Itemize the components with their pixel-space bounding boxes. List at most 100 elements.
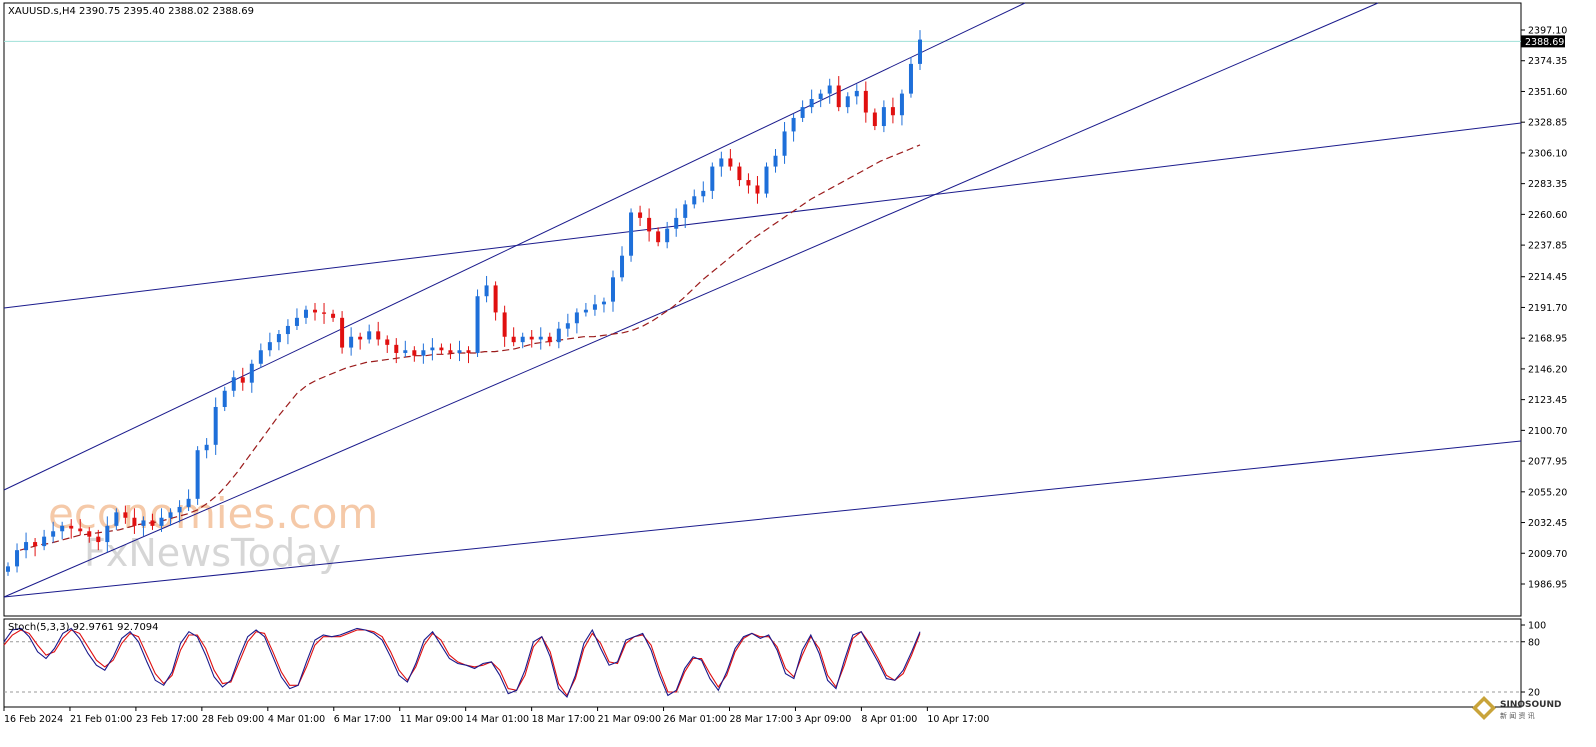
candle-bear (240, 377, 245, 383)
watermark-fxnewstoday: FxNewsToday (84, 531, 341, 575)
candle-bull (764, 166, 769, 194)
time-tick-label: 16 Feb 2024 (4, 714, 63, 725)
time-tick-label: 6 Mar 17:00 (334, 714, 391, 725)
candle-bull (665, 228, 670, 243)
candle-bull (403, 350, 408, 353)
candle-bear (638, 212, 643, 218)
candle-bear (132, 517, 137, 526)
candle-bear (33, 542, 38, 547)
candle-bull (15, 550, 20, 567)
candle-bull (845, 96, 850, 108)
candle-bull (800, 107, 805, 118)
candle-bull (213, 406, 218, 445)
candle-bear (502, 312, 507, 337)
price-tick-label: 2260.60 (1528, 210, 1567, 221)
price-tick-label: 2374.35 (1528, 56, 1567, 67)
candle-bull (827, 85, 832, 94)
logo-tagline: 新 闻 资 讯 (1500, 711, 1535, 720)
upper-channel-line[interactable] (3, 2, 1026, 491)
candle-bear (340, 317, 345, 348)
candle-bull (303, 309, 308, 318)
candle-bear (322, 312, 327, 314)
grid-layer (4, 40, 1521, 693)
candle-bull (601, 301, 606, 305)
lower-channel-line[interactable] (3, 2, 1379, 598)
time-tick-label: 28 Feb 09:00 (202, 714, 264, 725)
price-tick-label: 2191.70 (1528, 303, 1567, 314)
candle-bull (538, 336, 543, 340)
candle-bear (331, 313, 336, 318)
price-tick-label: 2146.20 (1528, 364, 1567, 375)
candle-bull (168, 512, 173, 518)
candle-bull (683, 204, 688, 218)
time-tick-label: 28 Mar 17:00 (729, 714, 792, 725)
candle-bull (105, 525, 110, 543)
moving-average (19, 144, 921, 551)
support-trendline[interactable] (3, 440, 1522, 598)
stochastic-lines (3, 627, 921, 698)
candle-bull (430, 347, 435, 351)
candle-bear (385, 339, 390, 345)
candle-bull (773, 155, 778, 167)
price-axis: 2397.10 2374.35 2351.60 2328.85 2306.10 2283.… (1521, 26, 1567, 591)
candle-bull (629, 212, 634, 256)
price-tick-label: 2306.10 (1528, 148, 1567, 159)
logo-name: SINOSOUND (1500, 700, 1561, 710)
candle-bear (439, 347, 444, 351)
current-price-marker: 2388.69 (1521, 35, 1565, 48)
time-tick-label: 21 Feb 01:00 (70, 714, 132, 725)
time-tick-label: 11 Mar 09:00 (400, 714, 463, 725)
candle-bull (177, 506, 182, 513)
time-tick-label: 26 Mar 01:00 (664, 714, 727, 725)
price-tick-label: 2168.95 (1528, 334, 1567, 345)
price-tick-label: 2328.85 (1528, 118, 1567, 129)
candle-bear (737, 166, 742, 181)
resistance-trendline[interactable] (3, 122, 1522, 309)
candle-bull (114, 512, 119, 526)
candle-bear (313, 309, 318, 313)
candle-bear (511, 336, 516, 343)
candle-bull (267, 342, 272, 351)
moving-average-line (19, 144, 921, 551)
candle-bull (908, 63, 913, 94)
price-tick-label: 2283.35 (1528, 179, 1567, 190)
candle-bear (728, 158, 733, 167)
price-tick-label: 2032.45 (1528, 518, 1567, 529)
candle-bull (710, 166, 715, 191)
stoch-tick-label: 100 (1528, 621, 1546, 632)
candle-bear (746, 180, 751, 186)
candle-bull (809, 99, 814, 108)
candle-bull (610, 277, 615, 302)
stoch-main-line (3, 627, 921, 698)
candle-bull (294, 317, 299, 326)
price-tick-label: 2055.20 (1528, 487, 1567, 498)
candle-bull (249, 363, 254, 383)
stoch-tick-label: 80 (1528, 637, 1540, 648)
price-tick-label: 2009.70 (1528, 549, 1567, 560)
candle-bear (872, 112, 877, 127)
candle-bull (222, 390, 227, 407)
candle-bull (583, 309, 588, 313)
candle-bull (881, 107, 886, 127)
candle-bear (656, 231, 661, 243)
candle-bear (448, 350, 453, 353)
candle-bull (818, 93, 823, 100)
indicator-label: Stoch(5,3,3) 92.9761 92.7094 (8, 622, 159, 633)
price-tick-label: 2237.85 (1528, 241, 1567, 252)
candle-bull (565, 323, 570, 329)
time-tick-label: 4 Mar 01:00 (268, 714, 325, 725)
candle-bull (899, 93, 904, 116)
trendlines (3, 2, 1522, 598)
candle-bull (231, 377, 236, 391)
price-tick-label: 1986.95 (1528, 580, 1567, 591)
candle-bear (69, 525, 74, 529)
candle-bear (376, 331, 381, 340)
indicator-panel-frame (3, 618, 1522, 708)
time-tick-label: 14 Mar 01:00 (466, 714, 529, 725)
candle-bull (159, 517, 164, 526)
candle-bull (782, 131, 787, 156)
time-axis: 16 Feb 2024 21 Feb 01:00 23 Feb 17:00 28 Fe… (3, 707, 989, 725)
price-tick-label: 2100.70 (1528, 426, 1567, 437)
